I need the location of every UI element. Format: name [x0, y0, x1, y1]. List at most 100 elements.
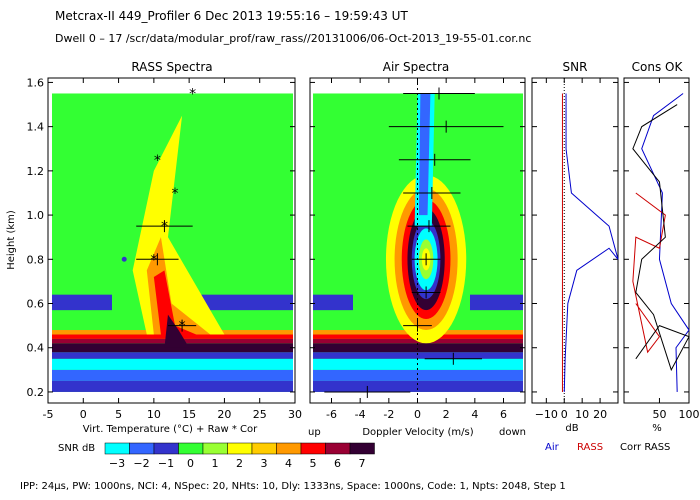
header-line1: Metcrax-II 449_Profiler 6 Dec 2013 19:55…: [55, 9, 408, 23]
colorbar-tick-label: 5: [310, 457, 317, 470]
header-line2: Dwell 0 – 17 /scr/data/modular_prof/raw_…: [55, 32, 531, 45]
snr-xlabel: dB: [565, 423, 578, 434]
rass-ytick-label: 0.2: [27, 386, 45, 399]
snr-panel: SNR −10 0 10 20 dB: [531, 60, 619, 434]
snr-xtick-label: 10: [575, 408, 589, 421]
footer-params: IPP: 24µs, PW: 1000ns, NCI: 4, NSpec: 20…: [20, 481, 566, 492]
rass-title: RASS Spectra: [131, 60, 212, 74]
rass-blob: [52, 294, 112, 311]
rass-contour-level: [153, 270, 197, 335]
colorbar-tick-label: 1: [212, 457, 219, 470]
legend-air: Air: [545, 442, 560, 453]
rass-cor-point: *: [150, 252, 157, 268]
air-band: [313, 343, 523, 353]
rass-cor-point: *: [189, 86, 196, 102]
rass-panel: RASS Spectra -5 0 5 10 15 20 25 30 0.2 0.4 0.6 0.8 1…: [6, 60, 302, 435]
rass-ytick-label: 1.2: [27, 165, 45, 178]
rass-ytick-label: 0.6: [27, 298, 45, 311]
snr-plot: −10 0 10 20: [532, 78, 619, 421]
rass-band: [52, 369, 293, 381]
rass-cor-point: *: [154, 153, 161, 169]
air-xtick-label: 2: [443, 408, 450, 421]
colorbar-swatch: [129, 442, 155, 455]
rass-outlier-point: [121, 256, 127, 262]
rass-axes: -5 0 5 10 15 20 25 30 0.2 0.4 0.6 0.8 1.0 1.2 1.4 1.6: [27, 76, 303, 421]
colorbar-swatch: [202, 442, 228, 455]
rass-ylabel: Height (km): [6, 210, 17, 270]
air-column: [418, 93, 431, 216]
rass-xtick-label: 15: [182, 408, 196, 421]
air-panel: Air Spectra -6 -4 -2 0 2 4 6 up Doppler Veloci…: [308, 60, 526, 438]
snr-colorbar: SNR dB −3 −2 −1 0 1 2 3 4 5 6 7: [58, 442, 375, 470]
cons-frame: [623, 77, 690, 404]
rass-band: [52, 352, 293, 359]
air-blob: [313, 294, 353, 311]
rass-contours: [52, 93, 293, 392]
air-xtick-label: -4: [355, 408, 366, 421]
colorbar-swatch: [325, 442, 351, 455]
air-marks: [324, 87, 504, 398]
legend-rass: RASS: [577, 442, 603, 453]
colorbar-swatch: [104, 442, 130, 455]
air-band: [313, 352, 523, 359]
colorbar-tick-label: 3: [261, 457, 268, 470]
colorbar-tick-label: 0: [187, 457, 194, 470]
cons-panel: Cons OK 50 100 %: [623, 60, 700, 434]
air-xtick-label: 6: [500, 408, 507, 421]
colorbar-swatch: [251, 442, 277, 455]
rass-xtick-label: 10: [147, 408, 161, 421]
snr-series-line: [563, 93, 619, 392]
cons-xtick-label: 50: [652, 408, 666, 421]
colorbar-swatch: [276, 442, 302, 455]
colorbar-swatch: [153, 442, 179, 455]
cons-series-line: [632, 192, 666, 354]
rass-ytick-label: 1.4: [27, 121, 45, 134]
colorbar-tick-label: 6: [334, 457, 341, 470]
rass-blob: [200, 294, 293, 311]
rass-cor-point: *: [161, 219, 168, 235]
rass-band: [52, 358, 293, 370]
air-xlabel-down: down: [499, 427, 526, 438]
rass-xtick-label: 30: [288, 408, 302, 421]
colorbar-tick-label: 4: [285, 457, 292, 470]
rass-ytick-label: 0.4: [27, 342, 45, 355]
colorbar-swatch: [178, 442, 204, 455]
rass-marks: * * * * * *: [121, 86, 197, 335]
colorbar-tick-label: −3: [109, 457, 125, 470]
colorbar-tick-label: 2: [236, 457, 243, 470]
cons-plot: 50 100: [624, 78, 700, 421]
rass-ytick-label: 1.0: [27, 209, 45, 222]
rass-xtick-label: 5: [115, 408, 122, 421]
air-xtick-label: 0: [414, 408, 421, 421]
rass-xtick-label: 0: [80, 408, 87, 421]
rass-cor-point: *: [179, 319, 186, 335]
air-xtick-label: -2: [383, 408, 394, 421]
snr-title: SNR: [563, 60, 588, 74]
rass-ytick-label: 0.8: [27, 253, 45, 266]
air-axes: -6 -4 -2 0 2 4 6: [310, 78, 525, 421]
air-xtick-label: 4: [471, 408, 478, 421]
air-xlabel: Doppler Velocity (m/s): [362, 427, 473, 438]
rass-frame: [47, 77, 296, 404]
snr-xtick-label: 0: [561, 408, 568, 421]
air-band: [313, 380, 523, 392]
snr-frame: [531, 77, 619, 404]
colorbar-tick-label: 7: [359, 457, 366, 470]
rass-ytick-label: 1.6: [27, 76, 45, 89]
cons-title: Cons OK: [632, 60, 684, 74]
rass-band: [52, 380, 293, 392]
rass-cor-point: *: [172, 186, 179, 202]
snr-xtick-label: 20: [593, 408, 607, 421]
cons-series-line: [632, 104, 690, 372]
air-xlabel-up: up: [308, 427, 321, 438]
rass-contour-level: [164, 314, 190, 348]
air-title: Air Spectra: [383, 60, 450, 74]
colorbar-swatch: [349, 442, 375, 455]
rass-xlabel: Virt. Temperature (°C) + Raw * Cor: [83, 424, 258, 435]
air-band: [313, 369, 523, 381]
cons-xtick-label: 100: [679, 408, 700, 421]
rass-xtick-label: 20: [217, 408, 231, 421]
colorbar-swatch: [300, 442, 326, 455]
colorbar-swatch: [227, 442, 253, 455]
